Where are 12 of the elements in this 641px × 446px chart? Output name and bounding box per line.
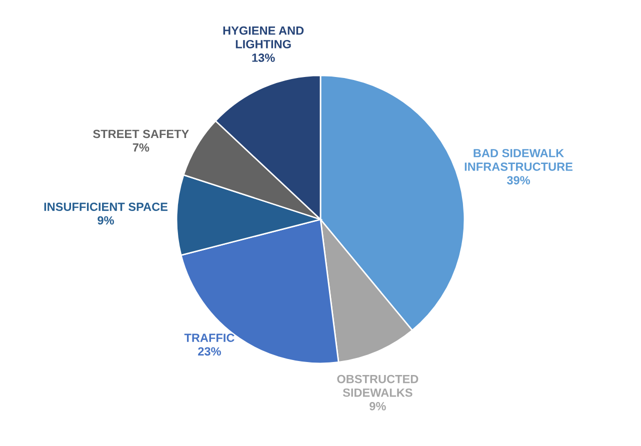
slice-label: BAD SIDEWALK INFRASTRUCTURE — [464, 148, 572, 171]
data-label: 7% — [132, 143, 150, 152]
slice-label: STREET SAFETY — [93, 130, 189, 138]
slice-label: HYGIENE AND LIGHTING — [223, 26, 304, 48]
slice-label: INSUFFICIENT SPACE — [44, 202, 168, 211]
data-label: 13% — [252, 54, 275, 62]
slice-label: OBSTRUCTED SIDEWALKS — [337, 374, 418, 397]
data-label: 23% — [198, 347, 221, 356]
data-label: 9% — [98, 216, 114, 225]
data-label: 9% — [370, 402, 386, 410]
data-label: 39% — [506, 176, 530, 184]
slice-label: TRAFFIC — [184, 334, 234, 342]
